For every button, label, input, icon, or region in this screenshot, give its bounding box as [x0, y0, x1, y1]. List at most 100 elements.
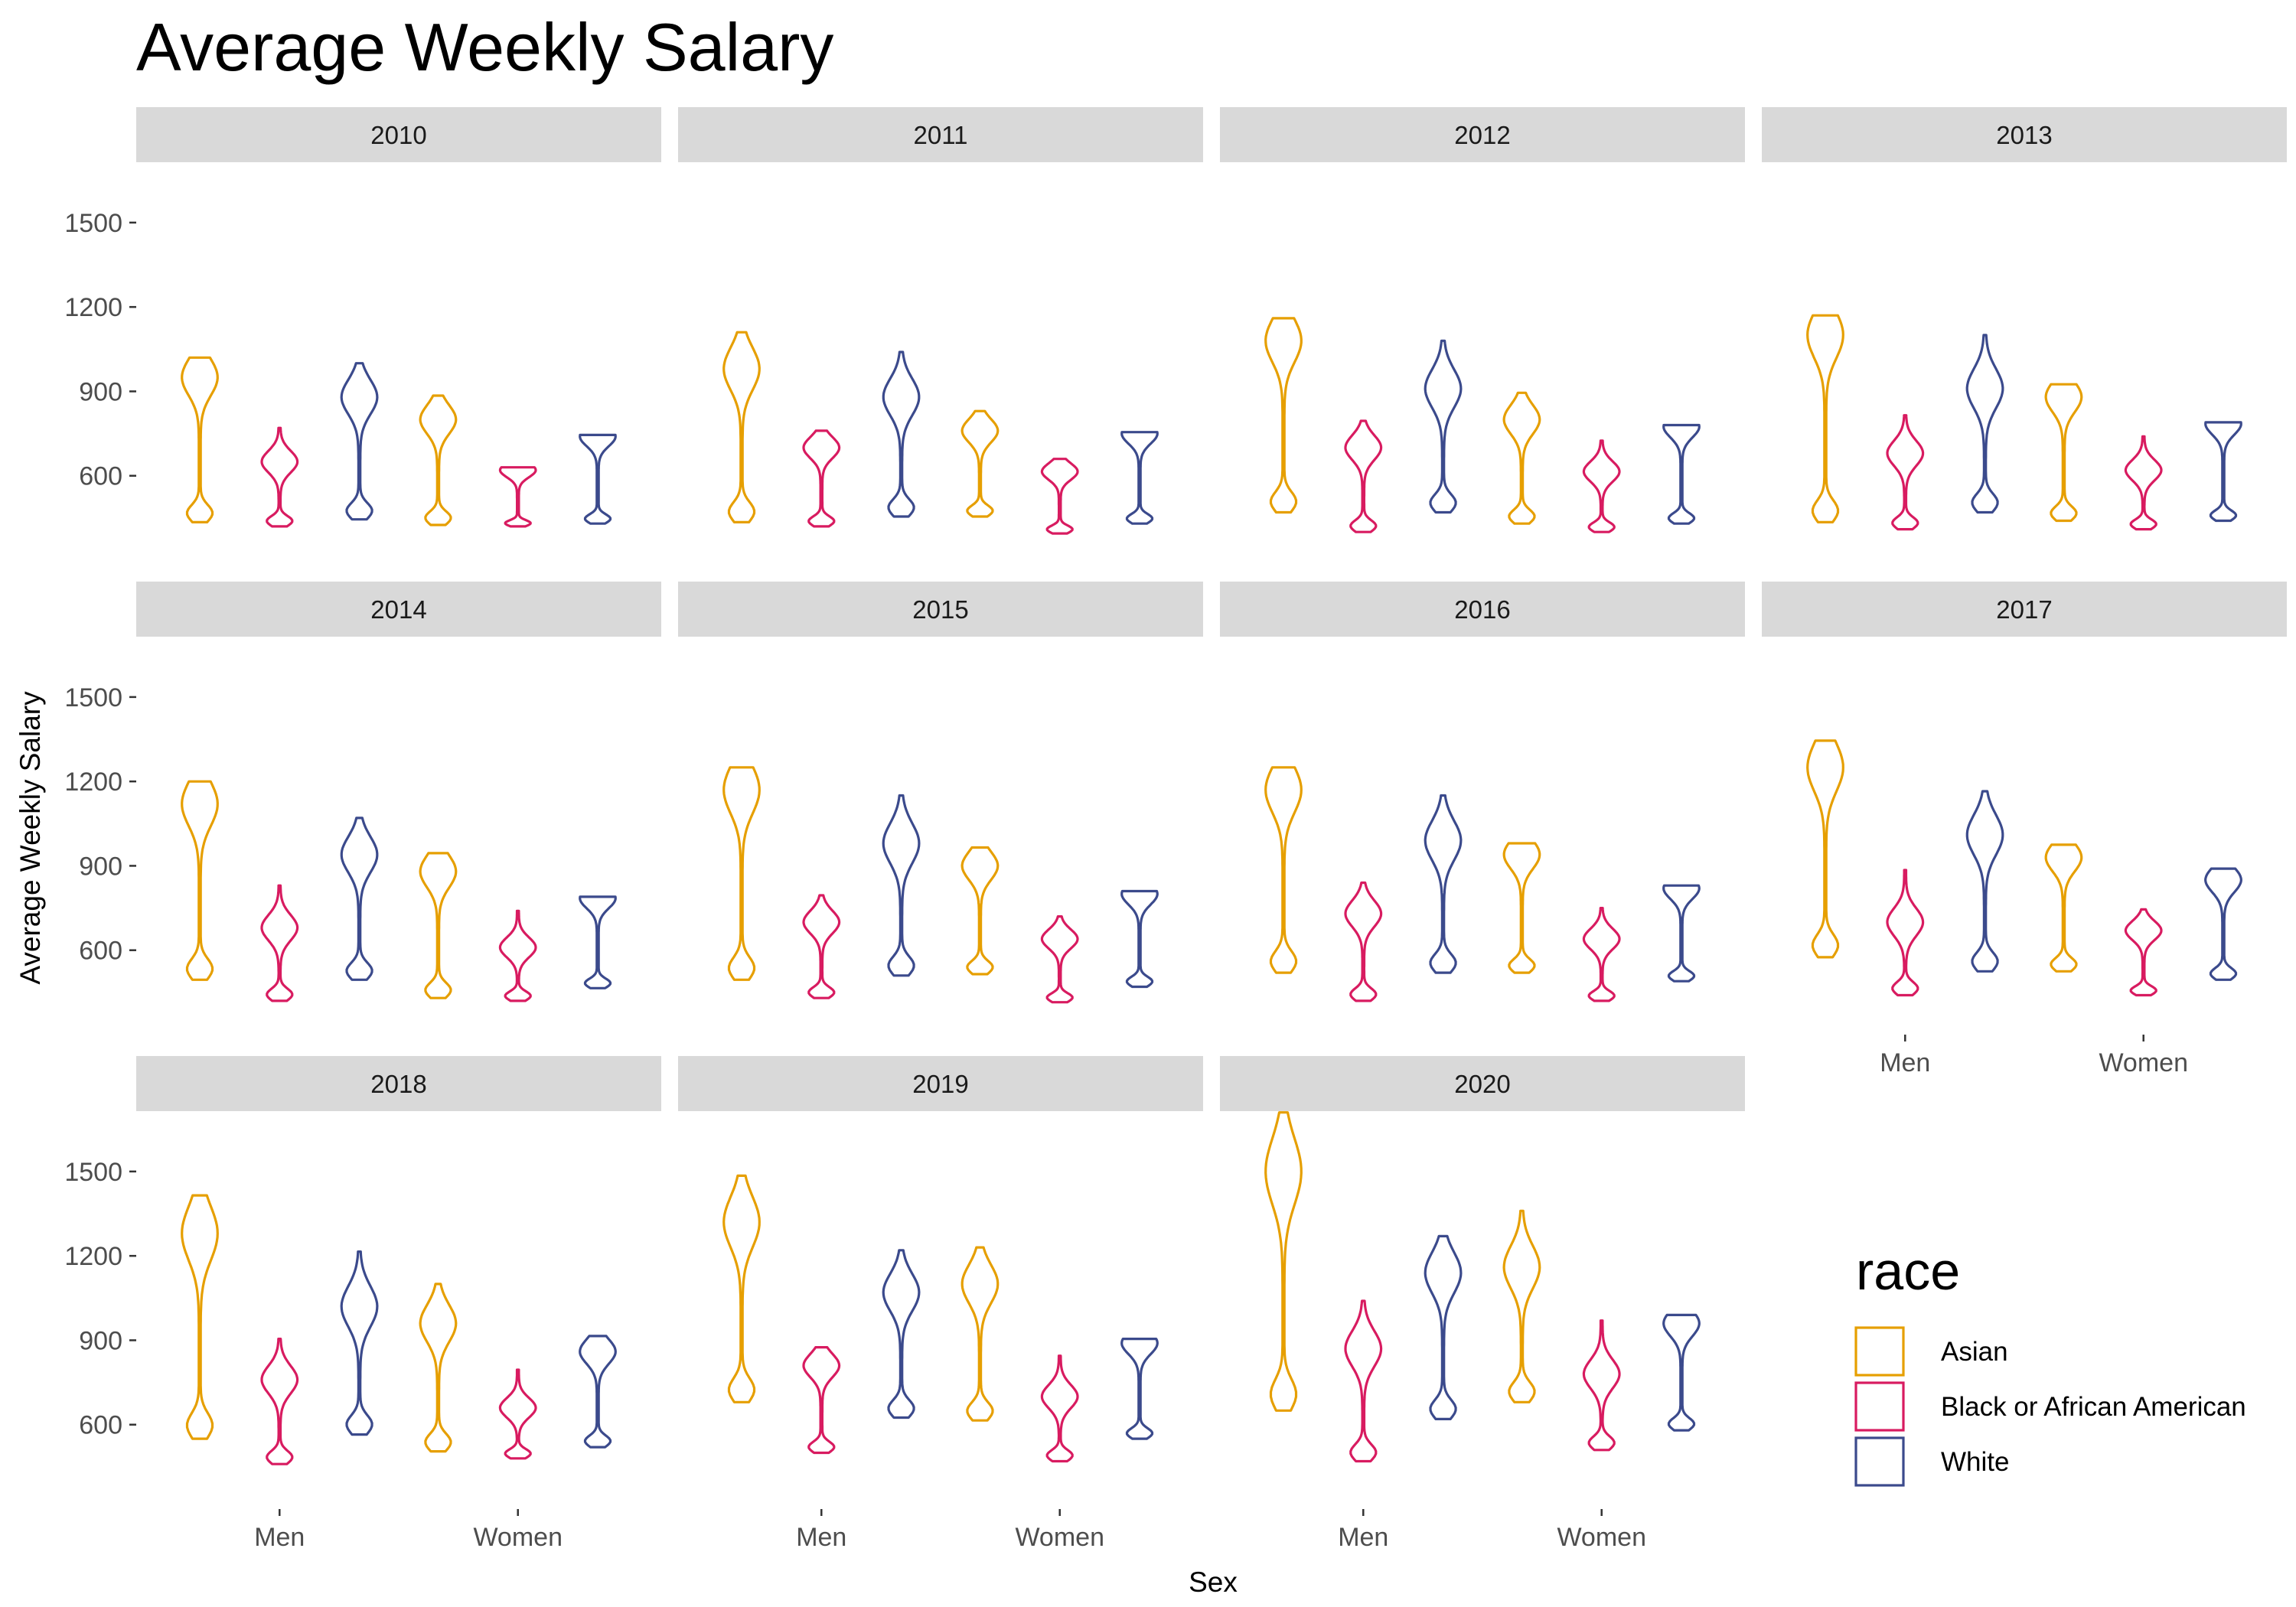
violin-2011-men-white — [882, 350, 921, 518]
violin-2019-men-asian — [722, 1174, 761, 1403]
y-tick-label: 900 — [79, 377, 122, 406]
violin-2011-men-black-or-african-american — [802, 429, 841, 528]
violin-2020-men-asian — [1264, 1111, 1303, 1412]
facet-strip — [1220, 107, 1745, 162]
violin-2014-women-white — [579, 895, 617, 989]
y-tick-label: 1500 — [64, 209, 122, 238]
y-tick-label: 600 — [79, 462, 122, 491]
y-tick-label: 1500 — [64, 1158, 122, 1187]
x-tick-label: Men — [796, 1523, 846, 1552]
violin-2018-men-asian — [181, 1194, 219, 1440]
x-tick-label: Men — [1338, 1523, 1388, 1552]
facet-strip-label: 2010 — [370, 121, 426, 149]
violin-2015-men-black-or-african-american — [802, 894, 841, 999]
facet-strip — [678, 107, 1203, 162]
violin-2018-men-black-or-african-american — [260, 1338, 299, 1465]
facet-panel-2017: 2017 Men Women — [1762, 582, 2287, 1077]
violin-2012-women-black-or-african-american — [1582, 439, 1621, 533]
y-tick-label: 1500 — [64, 683, 122, 712]
legend-label: Black or African American — [1941, 1392, 2246, 1422]
x-tick-label: Women — [1557, 1523, 1646, 1552]
violin-2010-men-black-or-african-american — [260, 426, 299, 528]
facet-strip-label: 2014 — [370, 595, 426, 624]
facet-strip — [136, 582, 661, 637]
facet-strip-label: 2018 — [370, 1070, 426, 1098]
violin-2018-women-black-or-african-american — [498, 1368, 537, 1460]
violin-2018-men-white — [340, 1250, 379, 1436]
violin-2013-women-asian — [2044, 383, 2083, 523]
facet-strip-label: 2016 — [1454, 595, 1510, 624]
legend-key — [1854, 1326, 1905, 1377]
facet-panel-2010: 2010 600 900 1200 1500 — [64, 107, 661, 528]
y-axis-title: Average Weekly Salary — [15, 691, 46, 985]
facet-panel-2014: 2014 600 900 1200 1500 — [64, 582, 661, 1002]
violin-2017-men-asian — [1806, 739, 1844, 959]
violin-2011-men-asian — [722, 331, 761, 523]
violin-2016-women-white — [1662, 884, 1701, 983]
y-tick-label: 1200 — [64, 1242, 122, 1271]
y-tick-label: 1200 — [64, 768, 122, 797]
violin-2013-women-black-or-african-american — [2124, 435, 2163, 531]
violin-2015-men-white — [882, 794, 921, 977]
violin-2018-women-asian — [419, 1283, 458, 1453]
legend-label: Asian — [1941, 1337, 2008, 1367]
violin-2013-men-black-or-african-american — [1886, 414, 1925, 531]
violin-2014-men-white — [340, 817, 379, 981]
legend-key — [1854, 1436, 1905, 1487]
violin-2015-women-asian — [960, 846, 1000, 976]
violin-2012-men-white — [1424, 339, 1463, 514]
violin-2014-women-black-or-african-american — [498, 909, 537, 1002]
chart-title: Average Weekly Salary — [136, 9, 833, 85]
violin-2019-men-black-or-african-american — [802, 1346, 841, 1455]
violin-2012-men-asian — [1264, 317, 1303, 514]
violin-2017-men-white — [1965, 790, 2004, 973]
violin-2019-women-white — [1120, 1338, 1159, 1440]
violin-2016-men-black-or-african-american — [1344, 881, 1383, 1002]
facet-panel-2013: 2013 — [1762, 107, 2287, 531]
violin-2010-men-asian — [181, 356, 219, 523]
violin-2019-women-black-or-african-american — [1040, 1354, 1079, 1463]
legend-key — [1854, 1381, 1905, 1432]
x-tick-label: Women — [2099, 1048, 2188, 1077]
y-tick-label: 900 — [79, 852, 122, 881]
violin-2016-women-asian — [1502, 842, 1541, 974]
y-tick-label: 600 — [79, 937, 122, 966]
violin-2020-women-black-or-african-american — [1582, 1319, 1621, 1452]
facet-strip-label: 2020 — [1454, 1070, 1510, 1098]
facet-panel-2011: 2011 — [678, 107, 1203, 535]
facet-strip — [678, 1056, 1203, 1111]
violin-2011-women-black-or-african-american — [1040, 458, 1079, 535]
facet-strip-label: 2011 — [914, 121, 968, 149]
facet-strip-label: 2017 — [1996, 595, 2052, 624]
violin-2012-men-black-or-african-american — [1344, 419, 1383, 533]
facet-strip-label: 2013 — [1996, 121, 2052, 149]
facet-panel-2019: 2019 Men Women — [678, 1056, 1203, 1552]
facet-panel-2020: 2020 Men Women — [1220, 1056, 1745, 1552]
legend-entry-white: White — [1854, 1436, 2009, 1487]
violin-2012-women-asian — [1502, 391, 1541, 525]
legend-entry-asian: Asian — [1854, 1326, 2008, 1377]
violin-2015-men-asian — [722, 766, 761, 981]
violin-2017-women-asian — [2044, 843, 2083, 973]
violin-2011-women-white — [1120, 431, 1159, 525]
legend: race Asian Black or African American White — [1854, 1241, 2246, 1487]
legend-entry-black-or-african-american: Black or African American — [1854, 1381, 2246, 1432]
y-tick-label: 900 — [79, 1326, 122, 1355]
violin-2015-women-white — [1120, 889, 1159, 989]
violin-2016-men-asian — [1264, 766, 1303, 974]
violin-2017-women-black-or-african-american — [2124, 908, 2163, 997]
facet-strip-label: 2012 — [1454, 121, 1510, 149]
violin-2014-women-asian — [419, 852, 458, 999]
x-tick-label: Men — [1880, 1048, 1930, 1077]
x-tick-label: Women — [1015, 1523, 1104, 1552]
facet-strip — [1762, 107, 2287, 162]
facet-panel-2012: 2012 — [1220, 107, 1745, 533]
facet-strip-label: 2019 — [912, 1070, 968, 1098]
violin-2019-men-white — [882, 1249, 921, 1420]
y-tick-label: 1200 — [64, 293, 122, 322]
legend-title: race — [1856, 1241, 1960, 1301]
violin-2013-men-asian — [1806, 314, 1844, 523]
violin-2013-men-white — [1965, 334, 2004, 514]
facet-panel-2016: 2016 — [1220, 582, 1745, 1002]
